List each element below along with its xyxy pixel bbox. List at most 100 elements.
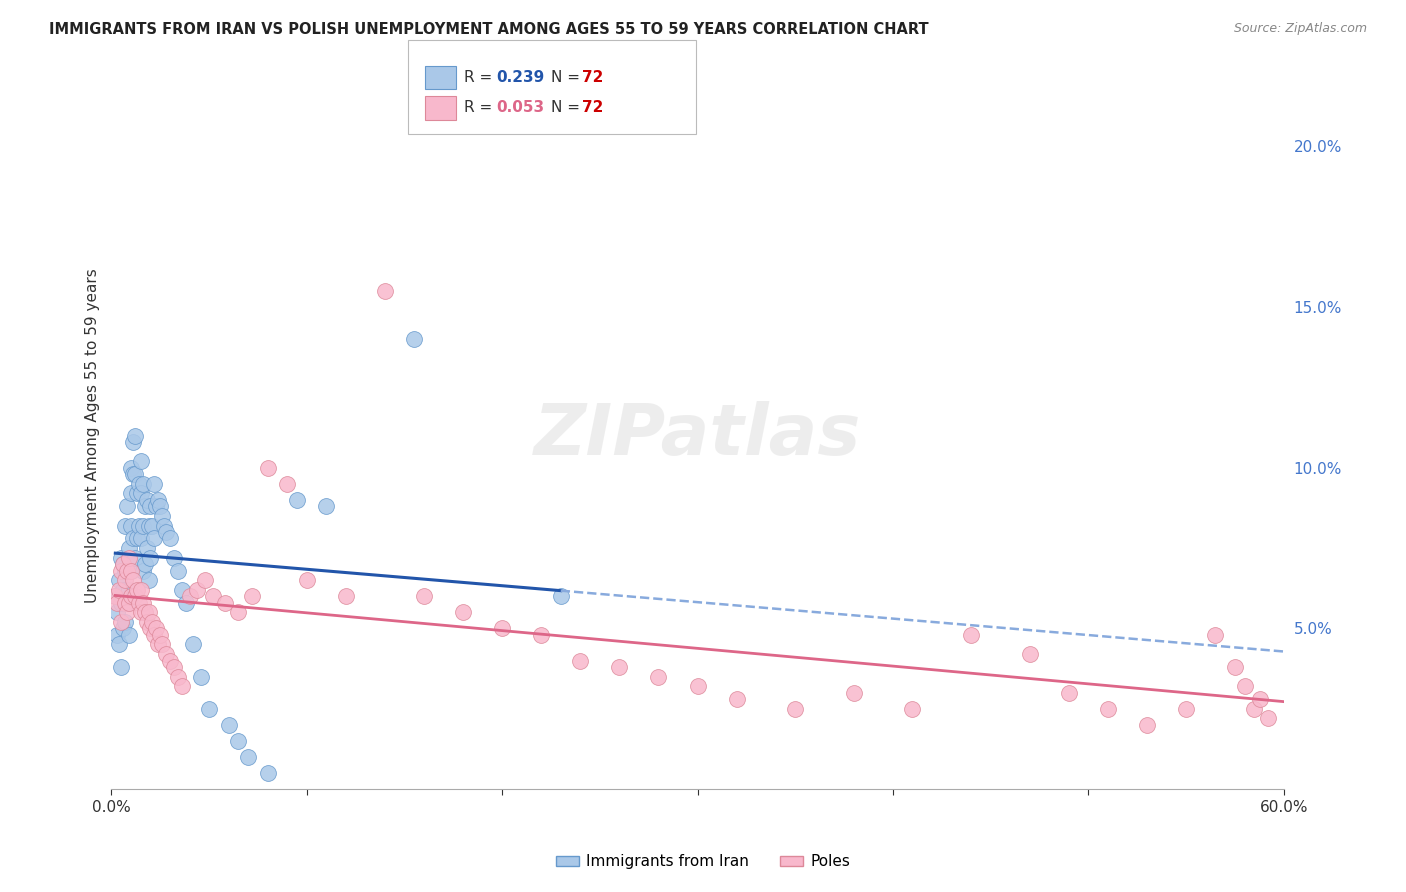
Point [139,500,162,514]
Point [124,428,146,442]
Point [785,702,807,716]
Point [153,518,176,533]
Point [170,582,193,597]
Point [1175,702,1198,716]
Point [170,679,193,693]
Point [115,564,138,578]
Point [120,589,142,603]
Point [122,573,145,587]
Point [141,518,163,533]
Point [112,621,135,635]
Point [110,660,132,674]
Point [128,476,150,491]
Point [118,582,141,597]
Point [135,541,157,555]
Point [110,615,132,629]
Point [150,638,173,652]
Point [124,550,146,565]
Point [143,476,166,491]
Point [131,476,153,491]
Point [125,532,148,546]
Point [128,596,150,610]
Point [114,564,136,578]
Point [149,500,172,514]
Point [150,508,173,523]
Point [228,605,250,619]
Point [842,686,865,700]
Point [108,582,131,597]
Point [1057,686,1080,700]
Point [112,582,135,597]
Point [179,589,201,603]
Point [118,596,141,610]
Point [190,670,212,684]
Point [128,518,150,533]
Point [960,628,983,642]
Point [143,628,166,642]
Point [115,605,138,619]
Point [125,486,148,500]
Point [163,660,186,674]
Point [256,766,278,780]
Point [105,628,128,642]
Point [148,638,170,652]
Point [139,550,162,565]
Point [118,628,141,642]
Point [609,660,631,674]
Point [413,589,436,603]
Point [240,589,263,603]
Point [114,573,136,587]
Point [315,500,337,514]
Point [186,582,208,597]
Point [105,605,128,619]
Point [148,492,170,507]
Point [228,734,250,748]
Point [145,500,167,514]
Point [530,628,553,642]
Point [110,550,132,565]
Text: ZIPatlas: ZIPatlas [534,401,862,470]
Point [1223,660,1246,674]
Point [129,582,152,597]
Point [1233,679,1256,693]
Point [105,596,128,610]
Point [122,434,145,449]
Text: 0.053: 0.053 [496,101,544,115]
Point [129,486,152,500]
Point [112,557,135,571]
Point [124,589,146,603]
Point [135,492,157,507]
Point [1136,718,1159,732]
Point [108,638,131,652]
Point [183,638,205,652]
Point [131,564,153,578]
Point [238,750,260,764]
Point [120,564,142,578]
Point [404,332,426,346]
Point [550,589,572,603]
Point [335,589,357,603]
Point [110,596,132,610]
Point [198,702,221,716]
Point [120,460,142,475]
Point [166,670,188,684]
Point [122,467,145,482]
Point [129,454,152,468]
Point [120,486,142,500]
Point [1018,647,1040,661]
Point [295,573,318,587]
Point [166,564,188,578]
Point [129,532,152,546]
Point [114,518,136,533]
Point [134,557,156,571]
Point [138,573,160,587]
Point [194,573,217,587]
Point [138,518,160,533]
Point [138,605,160,619]
Point [1249,692,1271,706]
Text: R =: R = [464,101,498,115]
Point [131,518,153,533]
Point [218,718,240,732]
Point [104,589,127,603]
Point [159,654,181,668]
